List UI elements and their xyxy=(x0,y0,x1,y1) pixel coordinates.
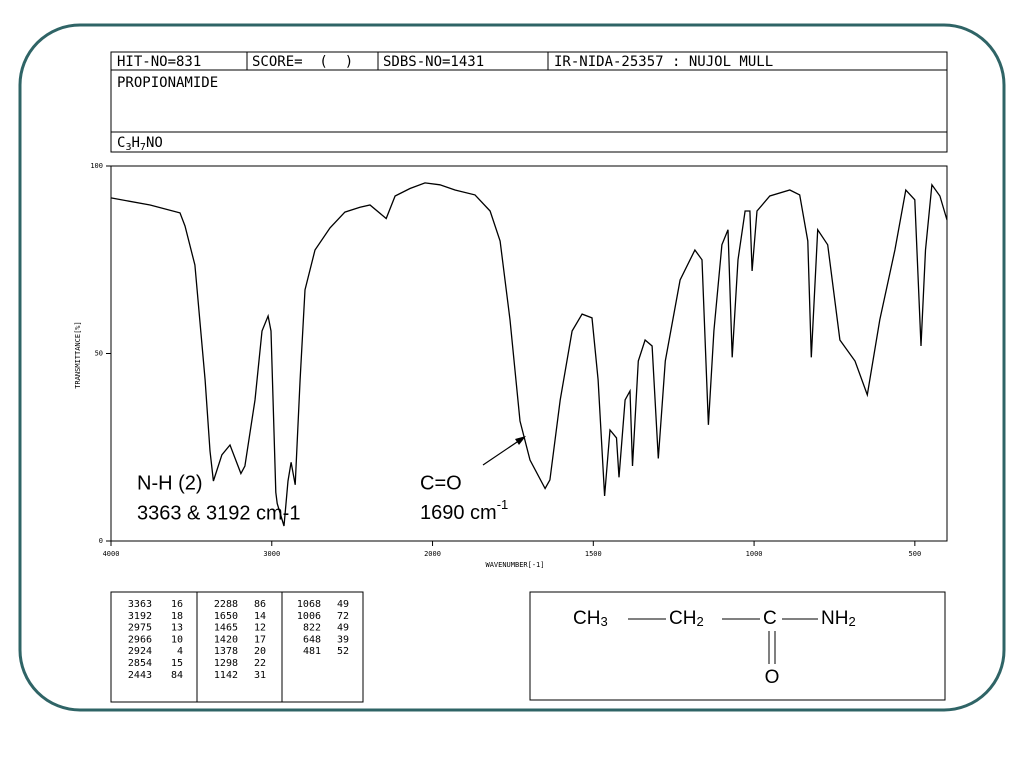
peak-transmittance: 84 xyxy=(171,670,183,681)
formula-part: H xyxy=(131,135,139,151)
peak-transmittance: 16 xyxy=(171,599,183,610)
structure-atom: C xyxy=(763,608,777,629)
peak-wavenumber: 1420 xyxy=(214,634,238,645)
peak-wavenumber: 2924 xyxy=(128,646,152,657)
y-tick-label: 0 xyxy=(99,537,103,545)
peak-transmittance: 31 xyxy=(254,670,266,681)
peak-wavenumber: 1650 xyxy=(214,611,238,622)
peak-transmittance: 72 xyxy=(337,611,349,622)
peak-wavenumber: 3363 xyxy=(128,599,152,610)
peak-transmittance: 39 xyxy=(337,634,349,645)
structure-group: NH2 xyxy=(821,608,856,629)
peak-wavenumber: 1142 xyxy=(214,670,238,681)
plot-frame xyxy=(110,165,948,542)
y-axis-label: TRANSMITTANCE[%] xyxy=(74,321,82,388)
peak-table-box xyxy=(110,591,364,703)
peak-wavenumber: 481 xyxy=(303,646,321,657)
hit-no: HIT-NO=831 xyxy=(117,54,201,70)
arrow-head xyxy=(515,436,526,445)
peak-wavenumber: 2443 xyxy=(128,670,152,681)
annotation: C=O xyxy=(420,472,462,494)
annotation: N-H (2) xyxy=(137,472,203,494)
x-tick-label: 500 xyxy=(909,550,922,558)
peak-transmittance: 14 xyxy=(254,611,266,622)
annotation-superscript: -1 xyxy=(497,497,509,512)
peak-transmittance: 49 xyxy=(337,623,349,634)
peak-wavenumber: 3192 xyxy=(128,611,152,622)
peak-wavenumber: 1006 xyxy=(297,611,321,622)
peak-transmittance: 49 xyxy=(337,599,349,610)
formula-subscript: 7 xyxy=(140,142,146,153)
peak-wavenumber: 2966 xyxy=(128,634,152,645)
peak-wavenumber: 648 xyxy=(303,634,321,645)
peak-wavenumber: 2854 xyxy=(128,658,152,669)
annotation-text: 1690 cm xyxy=(420,502,497,524)
formula-part: NO xyxy=(146,135,163,151)
peak-transmittance: 52 xyxy=(337,646,349,657)
peak-wavenumber: 822 xyxy=(303,623,321,634)
peak-transmittance: 12 xyxy=(254,623,266,634)
peak-transmittance: 4 xyxy=(177,646,183,657)
x-tick-label: 3000 xyxy=(263,550,280,558)
peak-wavenumber: 1298 xyxy=(214,658,238,669)
peak-transmittance: 18 xyxy=(171,611,183,622)
structure-atom: CH xyxy=(669,608,696,629)
structure-subscript: 3 xyxy=(600,614,607,629)
x-axis-label: WAVENUMBER[-1] xyxy=(485,561,544,569)
x-tick-label: 1500 xyxy=(585,550,602,558)
y-tick-label: 50 xyxy=(95,350,103,358)
compound-name: PROPIONAMIDE xyxy=(117,75,218,91)
structure-atom: O xyxy=(765,667,780,688)
peak-transmittance: 20 xyxy=(254,646,266,657)
annotation: 1690 cm-1 xyxy=(420,497,508,524)
formula: C3H7NO xyxy=(117,135,163,153)
formula-part: C xyxy=(117,135,125,151)
arrow xyxy=(482,437,524,466)
peak-transmittance: 86 xyxy=(254,599,266,610)
structure-group: CH3 xyxy=(573,608,608,629)
peak-wavenumber: 1465 xyxy=(214,623,238,634)
peak-wavenumber: 2288 xyxy=(214,599,238,610)
peak-transmittance: 15 xyxy=(171,658,183,669)
structure-group: CH2 xyxy=(669,608,704,629)
structure-subscript: 2 xyxy=(848,614,855,629)
peak-transmittance: 17 xyxy=(254,634,266,645)
structure-box xyxy=(529,591,946,701)
sdbs-no: SDBS-NO=1431 xyxy=(383,54,484,70)
spectrum-line xyxy=(110,182,948,527)
structure-subscript: 2 xyxy=(696,614,703,629)
header-box xyxy=(110,51,948,153)
peak-transmittance: 10 xyxy=(171,634,183,645)
peak-transmittance: 13 xyxy=(171,623,183,634)
annotation: 3363 & 3192 cm-1 xyxy=(137,502,300,524)
x-tick-label: 2000 xyxy=(424,550,441,558)
x-tick-label: 4000 xyxy=(103,550,120,558)
peak-wavenumber: 1378 xyxy=(214,646,238,657)
peak-wavenumber: 2975 xyxy=(128,623,152,634)
score: SCORE= ( ) xyxy=(252,54,353,70)
slide-frame xyxy=(18,23,1006,712)
formula-subscript: 3 xyxy=(125,142,131,153)
structure-group: C xyxy=(763,608,777,629)
structure-atom: CH xyxy=(573,608,600,629)
structure-atom: NH xyxy=(821,608,848,629)
method: IR-NIDA-25357 : NUJOL MULL xyxy=(554,54,773,70)
y-tick-label: 100 xyxy=(90,162,103,170)
x-tick-label: 1000 xyxy=(746,550,763,558)
peak-wavenumber: 1068 xyxy=(297,599,321,610)
peak-transmittance: 22 xyxy=(254,658,266,669)
